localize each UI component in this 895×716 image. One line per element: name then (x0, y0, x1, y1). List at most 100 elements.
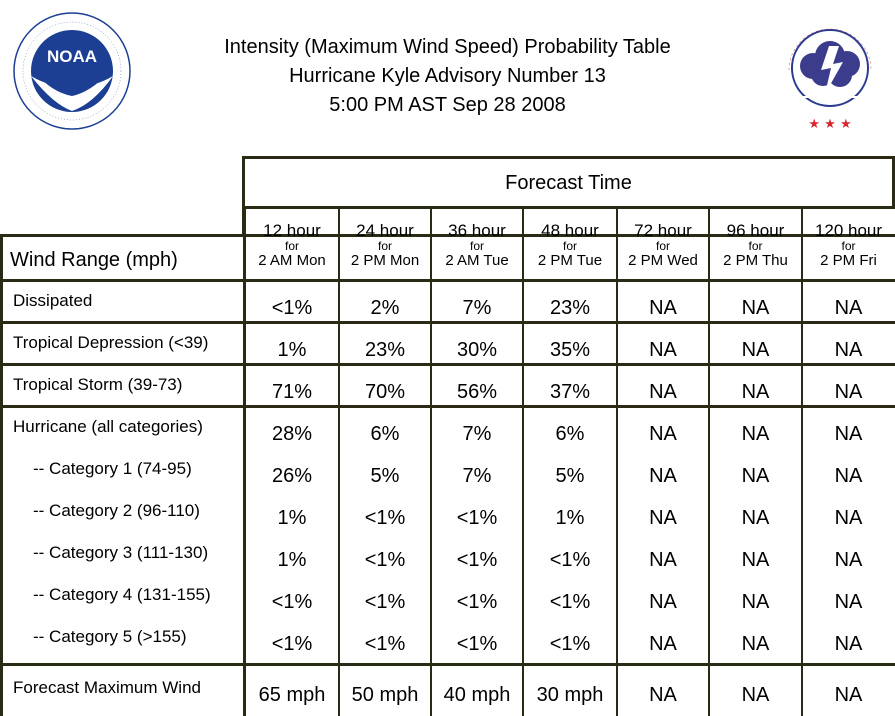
row-divider (0, 405, 895, 408)
table-cell: NA (741, 684, 770, 706)
table-cell: 28% (271, 423, 313, 445)
table-cell: <1% (271, 633, 313, 655)
table-cell: 7% (462, 423, 492, 445)
table-cell: <1% (456, 591, 498, 613)
column-header-for: for (562, 239, 577, 253)
table-cell: NA (834, 507, 863, 529)
column-header: 72 hour for 2 PM Wed (617, 221, 709, 270)
table-cell: <1% (456, 549, 498, 571)
table-cell: 56% (456, 381, 498, 403)
table-cell: <1% (364, 591, 406, 613)
column-header-for: for (469, 239, 484, 253)
column-header: 36 hour for 2 AM Tue (431, 221, 523, 270)
table-cell: NA (834, 684, 863, 706)
table-cell: NA (741, 423, 770, 445)
table-cell: <1% (364, 507, 406, 529)
table-cell: <1% (456, 633, 498, 655)
column-divider (522, 207, 524, 716)
column-header: 12 hour for 2 AM Mon (245, 221, 339, 270)
table-cell: NA (649, 423, 677, 445)
table-cell: NA (834, 549, 863, 571)
table-cell: NA (834, 381, 863, 403)
table-cell: NA (741, 591, 770, 613)
forecast-time-header-box (242, 156, 895, 209)
table-cell: 6% (370, 423, 400, 445)
table-cell: <1% (364, 549, 406, 571)
title-line-2: Hurricane Kyle Advisory Number 13 (289, 65, 606, 87)
table-cell: 23% (549, 297, 591, 319)
table-cell: <1% (271, 591, 313, 613)
row-label: Hurricane (all categories) (13, 417, 203, 436)
table-cell: NA (649, 591, 677, 613)
column-header-for: for (284, 239, 299, 253)
column-header-hour: 48 hour (541, 221, 599, 240)
column-header-hour: 96 hour (726, 221, 785, 240)
table-cell: <1% (456, 507, 498, 529)
forecast-time-label: Forecast Time (505, 172, 632, 194)
table-cell: NA (741, 297, 770, 319)
noaa-logo: NOAA (13, 12, 131, 130)
table-cell: NA (741, 381, 770, 403)
column-header-hour: 36 hour (448, 221, 506, 240)
table-cell: 5% (555, 465, 585, 487)
column-header-for: for (748, 239, 763, 253)
table-cell: 1% (277, 549, 307, 571)
table-cell: NA (741, 465, 770, 487)
table-cell: 35% (549, 339, 591, 361)
row-label: -- Category 5 (>155) (33, 627, 187, 646)
table-cell: 23% (364, 339, 406, 361)
table-cell: NA (741, 633, 770, 655)
row-label: Dissipated (13, 291, 93, 310)
title-line-1: Intensity (Maximum Wind Speed) Probabili… (224, 36, 671, 58)
table-cell: <1% (549, 633, 591, 655)
column-header-hour: 12 hour (263, 221, 321, 240)
table-cell: NA (834, 465, 863, 487)
table-cell: NA (649, 549, 677, 571)
table-cell: NA (741, 549, 770, 571)
table-cell: 30% (456, 339, 498, 361)
row-label: -- Category 2 (96-110) (33, 501, 200, 520)
table-cell: NA (649, 633, 677, 655)
table-cell: <1% (549, 591, 591, 613)
table-cell: 6% (555, 423, 585, 445)
row-label: Forecast Maximum Wind (13, 678, 201, 697)
table-cell: <1% (364, 633, 406, 655)
table-cell: 1% (555, 507, 585, 529)
table-cell: 7% (462, 297, 492, 319)
column-header-hour: 72 hour (634, 221, 692, 240)
table-cell: NA (741, 339, 770, 361)
column-divider (801, 207, 803, 716)
row-label: -- Category 1 (74-95) (33, 459, 192, 478)
table-cell: NA (834, 297, 863, 319)
row-label: -- Category 4 (131-155) (33, 585, 211, 604)
nws-logo: ★ ★ ★ (776, 16, 884, 132)
column-header-date: 2 PM Mon (350, 252, 420, 269)
column-header-date: 2 PM Thu (723, 252, 788, 269)
table-cell: NA (834, 633, 863, 655)
table-cell: 40 mph (443, 684, 511, 706)
title-line-3: 5:00 PM AST Sep 28 2008 (329, 94, 566, 116)
column-header-for: for (655, 239, 670, 253)
row-divider (0, 663, 895, 666)
row-label: Tropical Storm (39-73) (13, 375, 183, 394)
table-cell: 26% (271, 465, 313, 487)
row-divider (0, 279, 895, 282)
table-cell: NA (834, 423, 863, 445)
column-divider (616, 207, 618, 716)
table-cell: 7% (462, 465, 492, 487)
row-divider (0, 363, 895, 366)
table-cell: NA (649, 339, 677, 361)
column-divider (430, 207, 432, 716)
column-header: 24 hour for 2 PM Mon (339, 221, 431, 270)
table-cell: NA (649, 465, 677, 487)
wind-range-header: Wind Range (mph) (10, 249, 178, 271)
table-cell: 1% (277, 339, 307, 361)
column-header-for: for (841, 239, 856, 253)
table-cell: 50 mph (351, 684, 419, 706)
table-cell: NA (834, 339, 863, 361)
column-header-for: for (377, 239, 392, 253)
column-header: 120 hour for 2 PM Fri (802, 221, 895, 270)
table-cell: 5% (370, 465, 400, 487)
row-divider (0, 321, 895, 324)
table-cell: NA (649, 297, 677, 319)
